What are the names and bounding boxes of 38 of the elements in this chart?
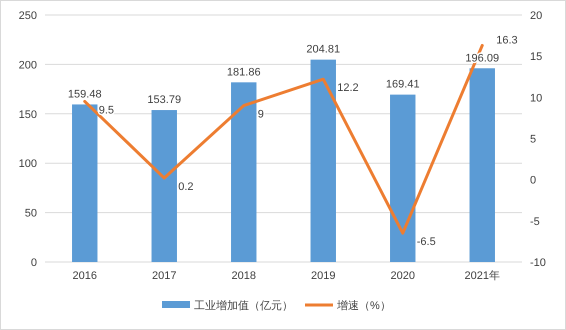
y2-tick-label: 5 — [530, 134, 536, 146]
data-label: 0.2 — [178, 181, 194, 194]
x-tick-label: 2019 — [311, 270, 336, 282]
legend-label: 增速（%） — [336, 299, 391, 312]
y-tick-label: 50 — [24, 208, 37, 220]
y-tick-label: 0 — [30, 257, 37, 269]
y2-tick-label: 15 — [530, 51, 542, 64]
data-label: 9.5 — [98, 104, 114, 116]
data-label: 12.2 — [337, 82, 359, 94]
y-tick-label: 100 — [18, 158, 37, 170]
x-tick-label: 2021年 — [464, 270, 500, 282]
data-label: 204.81 — [306, 44, 340, 56]
x-tick-label: 2017 — [152, 270, 176, 282]
data-label: 9 — [258, 108, 264, 121]
y2-tick-label: 20 — [530, 10, 542, 22]
bar — [72, 104, 98, 262]
data-label: 169.41 — [386, 78, 420, 91]
y2-tick-label: 10 — [530, 92, 542, 104]
data-label: 16.3 — [496, 34, 518, 46]
y-tick-label: 250 — [18, 10, 37, 22]
x-tick-label: 2020 — [390, 270, 415, 282]
data-label: 159.48 — [68, 88, 102, 100]
bar — [470, 68, 495, 262]
bar — [390, 94, 416, 262]
y2-tick-label: 0 — [530, 174, 536, 187]
y-tick-label: 200 — [18, 59, 37, 72]
y-tick-label: 150 — [18, 108, 37, 121]
x-tick-label: 2018 — [232, 270, 256, 282]
data-label: -6.5 — [416, 236, 436, 248]
data-label: 153.79 — [147, 94, 182, 106]
bar — [231, 82, 256, 262]
legend-label: 工业增加值（亿元） — [194, 299, 293, 312]
y2-tick-label: -5 — [530, 216, 540, 228]
y2-tick-label: -10 — [530, 257, 546, 269]
bar — [310, 60, 336, 262]
x-tick-label: 2016 — [72, 270, 97, 282]
bar — [152, 110, 177, 262]
data-label: 181.86 — [226, 66, 261, 78]
